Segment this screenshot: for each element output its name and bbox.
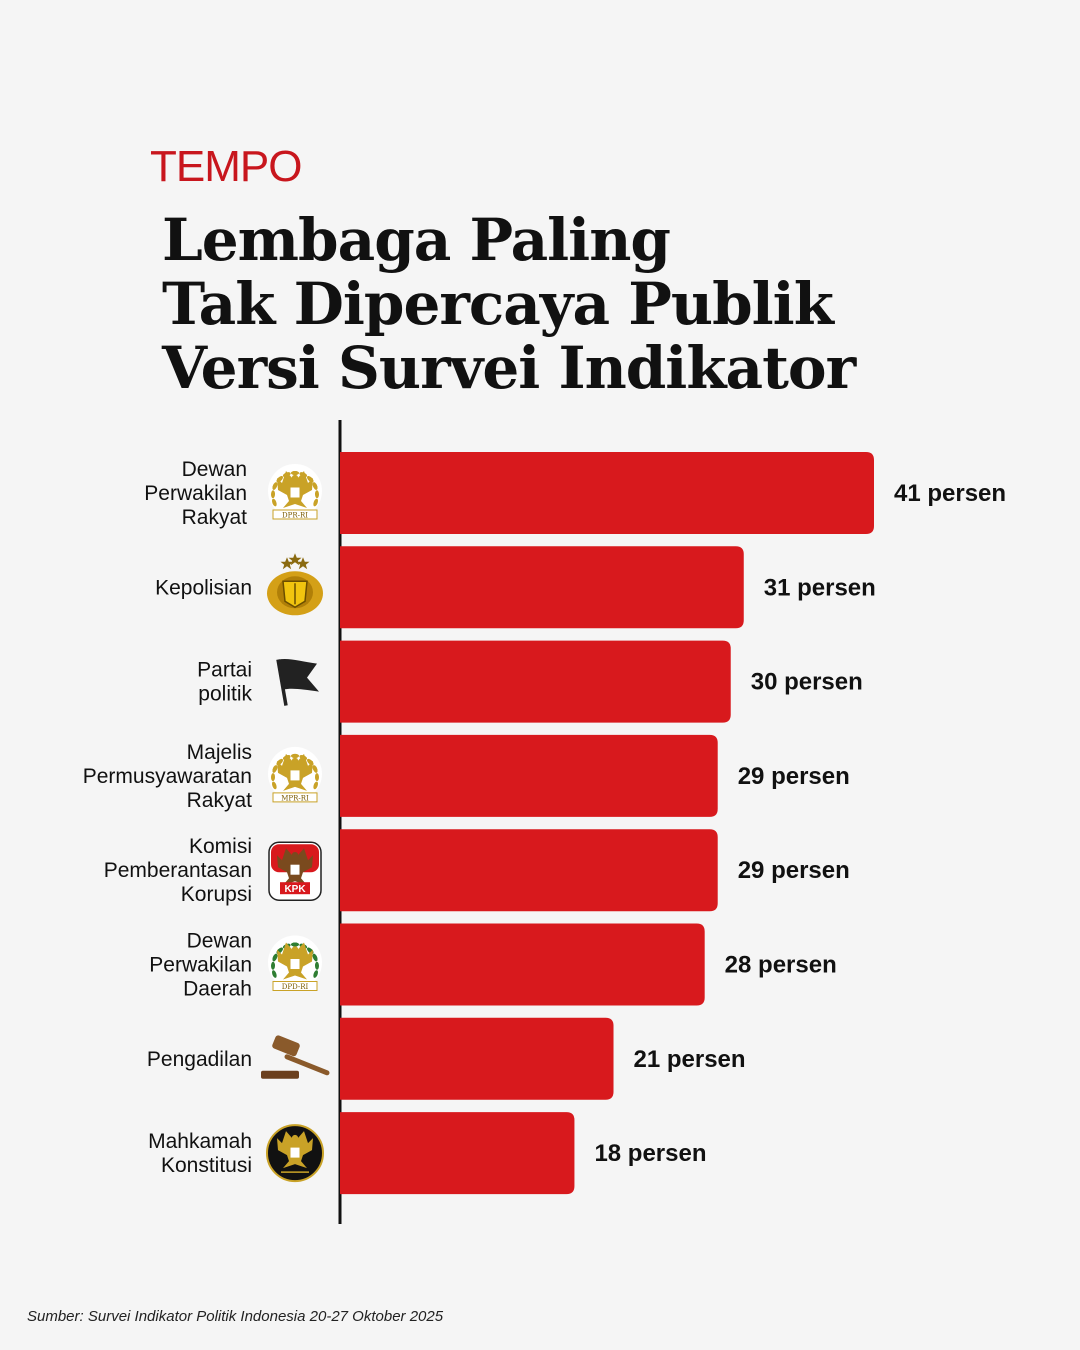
wreath-leaf xyxy=(272,781,277,790)
wreath-leaf xyxy=(271,961,276,970)
wreath-leaf xyxy=(271,490,276,499)
wreath-leaf xyxy=(272,970,277,978)
garuda-head xyxy=(291,946,299,953)
category-label: Kepolisian xyxy=(155,576,252,599)
wreath-leaf xyxy=(313,498,318,507)
emblem-ribbon xyxy=(272,981,318,991)
category-label: Korupsi xyxy=(181,883,252,906)
wreath-leaf xyxy=(291,471,299,475)
mpr-emblem-icon: MPR-RI xyxy=(268,746,322,803)
wreath-leaf xyxy=(314,490,319,499)
emblem-text: MPR-RI xyxy=(281,794,309,802)
category-label: politik xyxy=(198,683,252,706)
category-label: Majelis xyxy=(187,741,252,764)
kpk-emblem-icon: KPK xyxy=(268,841,322,901)
bar xyxy=(340,734,718,817)
category-label: Pemberantasan xyxy=(104,859,252,882)
garuda-shield xyxy=(289,769,301,782)
bar xyxy=(340,1112,575,1195)
value-label: 30 persen xyxy=(751,669,863,696)
source-note: Sumber: Survei Indikator Politik Indones… xyxy=(27,1308,444,1325)
emblem-text: DPR-RI xyxy=(282,512,308,520)
garuda-shield xyxy=(289,958,301,970)
emblem-text: DPD-RI xyxy=(282,983,309,991)
gavel-handle xyxy=(284,1054,330,1076)
dpd-emblem-icon: DPD-RI xyxy=(268,935,322,991)
bar xyxy=(340,923,705,1006)
category-label: Rakyat xyxy=(187,789,253,812)
garuda-shield xyxy=(289,1146,301,1159)
wreath-leaf xyxy=(272,482,278,490)
bar xyxy=(340,829,718,912)
garuda-shield xyxy=(289,486,301,499)
value-label: 28 persen xyxy=(725,952,837,979)
wreath-leaf xyxy=(291,753,299,758)
category-label: Permusyawaratan xyxy=(83,765,252,788)
category-label: Konstitusi xyxy=(161,1154,252,1177)
bar xyxy=(340,452,874,534)
value-label: 31 persen xyxy=(764,574,876,601)
emblem-band xyxy=(280,882,310,895)
flag-icon xyxy=(276,659,319,706)
polri-emblem-icon xyxy=(267,553,323,616)
value-label: 29 persen xyxy=(738,857,850,884)
category-label: Komisi xyxy=(189,835,252,858)
chart-title: Lembaga Paling Tak Dipercaya Publik Vers… xyxy=(162,206,856,402)
emblem-text: KPK xyxy=(284,884,306,895)
wreath-leaf xyxy=(312,953,318,962)
title-line: Versi Survei Indikator xyxy=(162,334,856,402)
wreath-leaf xyxy=(312,482,318,490)
category-label: Partai xyxy=(197,659,252,682)
value-label: 41 persen xyxy=(894,480,1006,507)
title-line: Tak Dipercaya Publik xyxy=(162,270,834,338)
wreath-leaf xyxy=(312,765,318,773)
garuda-head xyxy=(291,1134,299,1142)
category-label: Perwakilan xyxy=(144,482,247,505)
flag-cloth xyxy=(278,659,319,692)
emblem-ribbon xyxy=(272,509,318,520)
garuda-shield xyxy=(289,863,301,876)
category-label: Perwakilan xyxy=(149,954,252,977)
category-label: Mahkamah xyxy=(148,1130,252,1153)
wreath-leaf xyxy=(272,498,277,507)
title-line: Lembaga Paling xyxy=(162,206,671,274)
category-label: Daerah xyxy=(183,978,252,1001)
wreath-leaf xyxy=(314,773,319,782)
value-label: 21 persen xyxy=(634,1046,746,1073)
category-label: Dewan xyxy=(187,930,252,953)
wreath-leaf xyxy=(272,765,278,773)
value-label: 18 persen xyxy=(594,1140,706,1167)
mk-emblem-icon xyxy=(266,1124,324,1183)
gavel-icon xyxy=(261,1035,330,1079)
gavel-head xyxy=(272,1035,300,1057)
bar xyxy=(340,546,744,629)
wreath-leaf xyxy=(313,781,318,790)
category-label: Pengadilan xyxy=(147,1048,252,1071)
garuda-head xyxy=(291,474,299,482)
category-label: Dewan xyxy=(182,458,247,481)
emblem-ribbon xyxy=(272,792,318,803)
bar xyxy=(340,1017,614,1100)
wreath-leaf xyxy=(313,970,318,978)
bar xyxy=(340,640,731,723)
tempo-logo: TEMPO xyxy=(150,142,302,191)
wreath-leaf xyxy=(272,953,278,962)
wreath-leaf xyxy=(291,942,299,947)
garuda-head xyxy=(291,852,299,859)
gavel-base xyxy=(261,1070,299,1079)
garuda-head xyxy=(291,757,299,765)
category-label: Rakyat xyxy=(182,506,248,529)
wreath-leaf xyxy=(271,773,276,782)
value-label: 29 persen xyxy=(738,763,850,790)
star-shape xyxy=(280,557,294,570)
star-shape xyxy=(296,557,310,570)
dpr-emblem-icon: DPR-RI xyxy=(268,464,322,520)
wreath-leaf xyxy=(314,961,319,970)
